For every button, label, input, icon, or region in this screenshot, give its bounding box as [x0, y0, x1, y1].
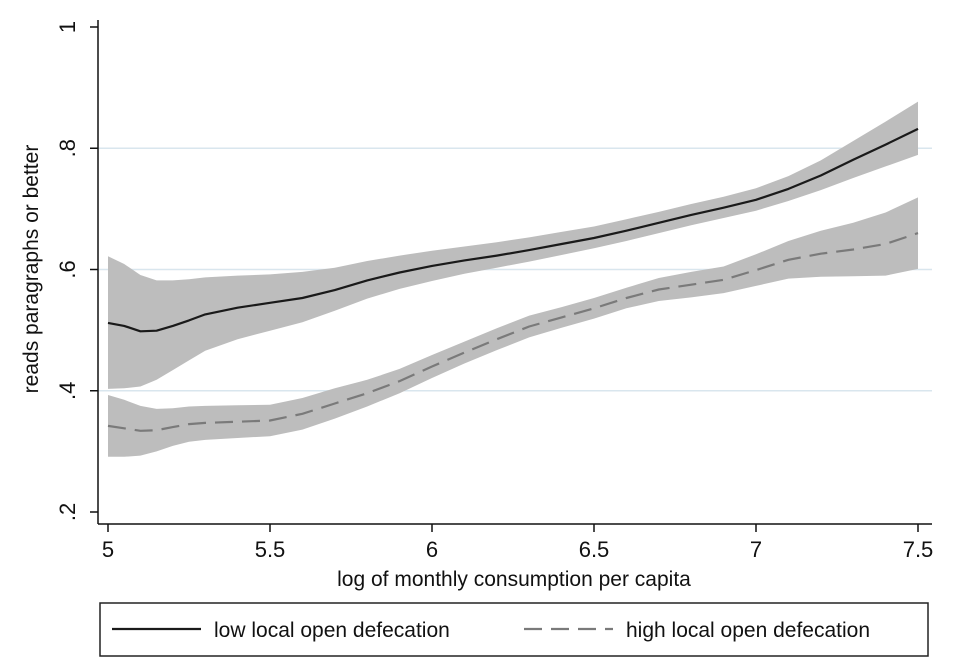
y-tick-label: 1 — [55, 21, 80, 33]
confidence-band-low-open-defecation — [108, 101, 918, 389]
legend-box — [99, 602, 929, 657]
confidence-band-high-open-defecation — [108, 197, 918, 457]
legend-label-low-open-defecation: low local open defecation — [214, 619, 450, 642]
x-tick-label: 6 — [426, 537, 438, 562]
series-line-low-open-defecation — [107, 127, 919, 333]
x-tick-label: 7 — [750, 537, 762, 562]
y-tick-label: .8 — [55, 139, 80, 157]
axes: .2 .4 .6 .8 1 5 5.5 6 6.5 7 7.5 — [55, 20, 933, 562]
legend-label-high-open-defecation: high local open defecation — [626, 619, 870, 642]
series-line-high-open-defecation — [107, 232, 919, 432]
y-tick-label: .2 — [55, 503, 80, 521]
series-lines — [107, 127, 919, 432]
x-tick-label: 6.5 — [579, 537, 610, 562]
x-tick-label: 5.5 — [255, 537, 286, 562]
legend: low local open defecation high local ope… — [99, 602, 929, 657]
y-tick-label: .4 — [55, 382, 80, 400]
x-tick-label: 5 — [102, 537, 114, 562]
confidence-bands — [108, 101, 918, 457]
x-axis-title: log of monthly consumption per capita — [337, 568, 691, 591]
y-tick-label: .6 — [55, 260, 80, 278]
y-axis-title: reads paragraphs or better — [20, 145, 43, 394]
x-tick-label: 7.5 — [903, 537, 934, 562]
